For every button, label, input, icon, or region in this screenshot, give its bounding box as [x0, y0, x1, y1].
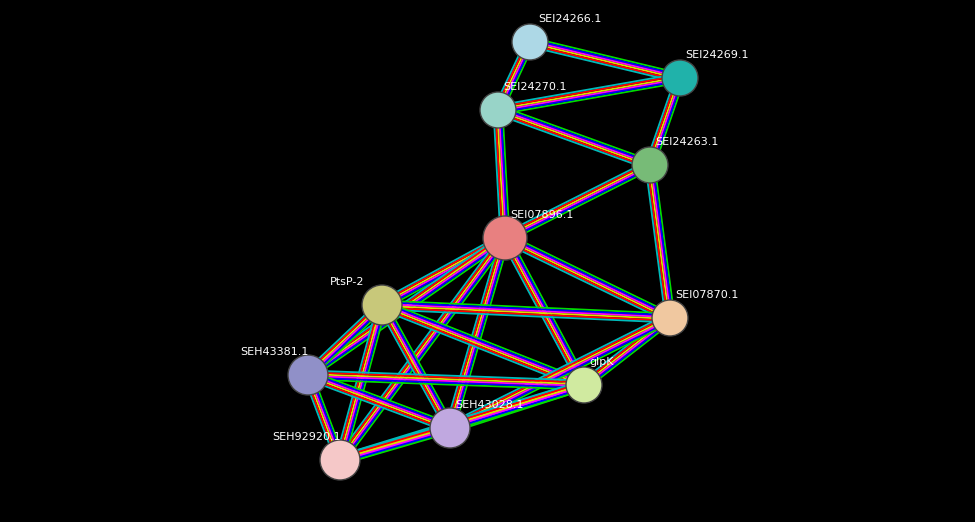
Text: SEI07896.1: SEI07896.1 [510, 210, 573, 220]
Circle shape [288, 355, 328, 395]
Text: SEH43381.1: SEH43381.1 [240, 347, 308, 357]
Text: SEH43028.1: SEH43028.1 [455, 400, 524, 410]
Circle shape [632, 147, 668, 183]
Text: SEH92920.1: SEH92920.1 [272, 432, 340, 442]
Circle shape [483, 216, 527, 260]
Circle shape [512, 24, 548, 60]
Circle shape [430, 408, 470, 448]
Circle shape [320, 440, 360, 480]
Circle shape [480, 92, 516, 128]
Text: SEI07870.1: SEI07870.1 [675, 290, 738, 300]
Circle shape [652, 300, 688, 336]
Circle shape [362, 285, 402, 325]
Text: SEI24269.1: SEI24269.1 [685, 50, 749, 60]
Text: glpK: glpK [589, 357, 613, 367]
Text: PtsP-2: PtsP-2 [330, 277, 365, 287]
Text: SEI24266.1: SEI24266.1 [538, 14, 602, 24]
Text: SEI24263.1: SEI24263.1 [655, 137, 719, 147]
Circle shape [566, 367, 602, 403]
Circle shape [662, 60, 698, 96]
Text: SEI24270.1: SEI24270.1 [503, 82, 566, 92]
